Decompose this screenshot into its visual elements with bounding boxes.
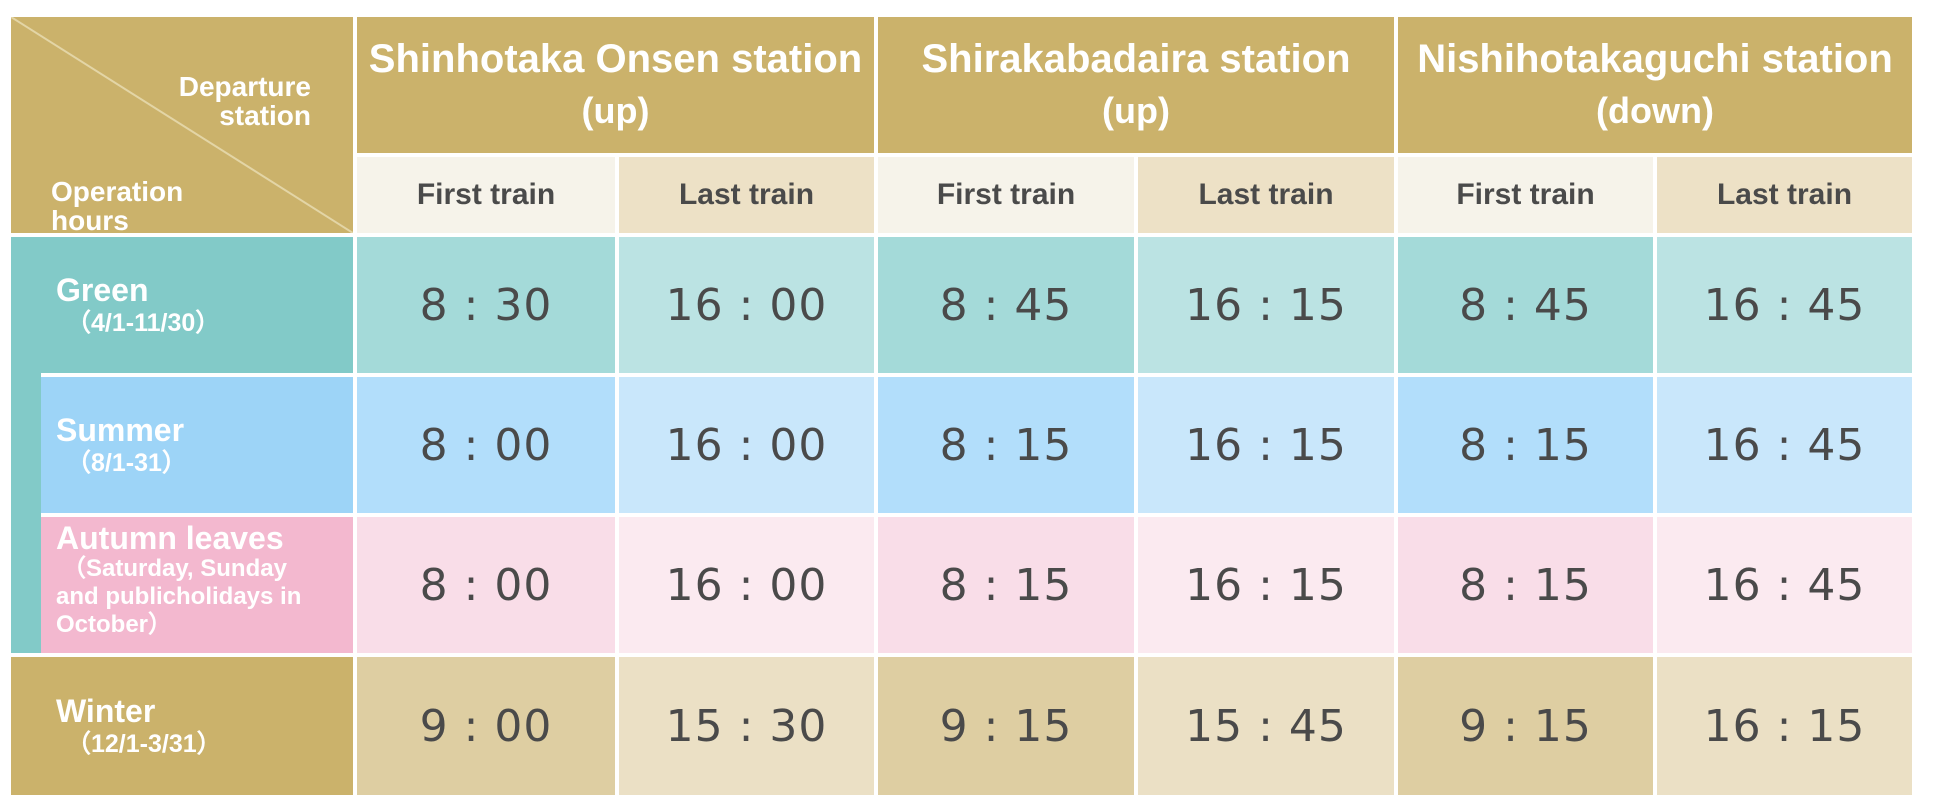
time-cell-winter-nishihotakaguchi-last: 16 : 15 <box>1657 657 1912 795</box>
station-header-shirakabadaira: Shirakabadaira station (up) <box>878 17 1394 153</box>
time-cell-green-shirakabadaira-last: 16 : 15 <box>1138 237 1394 373</box>
season-range-line-3: October） <box>56 611 173 638</box>
season-range-line-2: and publicholidays in <box>56 583 302 610</box>
time-cell-winter-nishihotakaguchi-first: 9 : 15 <box>1398 657 1653 795</box>
operation-line-2: hours <box>51 205 129 233</box>
time-cell-green-shinhotaka-last: 16 : 00 <box>619 237 874 373</box>
operation-line-1: Operation <box>51 176 184 207</box>
time-cell-summer-nishihotakaguchi-last: 16 : 45 <box>1657 377 1912 513</box>
time-cell-winter-shirakabadaira-last: 15 : 45 <box>1138 657 1394 795</box>
season-label-autumn: Autumn leaves （Saturday, Sunday and publ… <box>41 517 353 653</box>
time-cell-winter-shinhotaka-last: 15 : 30 <box>619 657 874 795</box>
departure-station-label: Departure station <box>179 72 311 130</box>
operation-hours-label: Operation hours <box>51 177 183 233</box>
time-cell-summer-shinhotaka-first: 8 : 00 <box>357 377 615 513</box>
station-direction: (up) <box>581 90 650 131</box>
subheader-last-train: Last train <box>619 157 874 233</box>
time-cell-summer-shirakabadaira-first: 8 : 15 <box>878 377 1134 513</box>
time-cell-autumn-shirakabadaira-last: 16 : 15 <box>1138 517 1394 653</box>
station-name: Nishihotakaguchi station <box>1417 37 1893 81</box>
season-name: Summer <box>56 412 185 448</box>
subheader-last-train: Last train <box>1138 157 1394 233</box>
station-direction: (down) <box>1596 90 1714 131</box>
season-name: Green <box>56 272 149 308</box>
season-range: （12/1-3/31） <box>66 730 222 758</box>
departure-line-1: Departure <box>178 71 311 102</box>
season-range-line-1: （Saturday, Sunday <box>62 555 287 582</box>
time-cell-autumn-nishihotakaguchi-first: 8 : 15 <box>1398 517 1653 653</box>
station-header-shinhotaka: Shinhotaka Onsen station (up) <box>357 17 874 153</box>
time-cell-green-shirakabadaira-first: 8 : 45 <box>878 237 1134 373</box>
season-range: （4/1-11/30） <box>66 309 221 337</box>
season-label-summer: Summer （8/1-31） <box>41 377 353 513</box>
station-name: Shirakabadaira station <box>921 37 1351 81</box>
time-cell-autumn-nishihotakaguchi-last: 16 : 45 <box>1657 517 1912 653</box>
time-cell-summer-nishihotakaguchi-first: 8 : 15 <box>1398 377 1653 513</box>
time-cell-winter-shirakabadaira-first: 9 : 15 <box>878 657 1134 795</box>
season-name: Winter <box>56 693 156 729</box>
corner-header-cell: Departure station Operation hours <box>11 17 353 233</box>
diagonal-divider-icon <box>11 17 353 233</box>
station-name: Shinhotaka Onsen station <box>368 37 863 81</box>
season-name: Autumn leaves <box>56 520 284 556</box>
time-cell-green-nishihotakaguchi-last: 16 : 45 <box>1657 237 1912 373</box>
time-cell-autumn-shirakabadaira-first: 8 : 15 <box>878 517 1134 653</box>
time-cell-green-shinhotaka-first: 8 : 30 <box>357 237 615 373</box>
season-label-winter: Winter （12/1-3/31） <box>11 657 353 795</box>
season-range: （8/1-31） <box>66 449 187 477</box>
station-header-nishihotakaguchi: Nishihotakaguchi station (down) <box>1398 17 1912 153</box>
subheader-first-train: First train <box>357 157 615 233</box>
subheader-last-train: Last train <box>1657 157 1912 233</box>
time-cell-autumn-shinhotaka-last: 16 : 00 <box>619 517 874 653</box>
time-cell-green-nishihotakaguchi-first: 8 : 45 <box>1398 237 1653 373</box>
subheader-first-train: First train <box>1398 157 1653 233</box>
time-cell-summer-shirakabadaira-last: 16 : 15 <box>1138 377 1394 513</box>
time-cell-autumn-shinhotaka-first: 8 : 00 <box>357 517 615 653</box>
time-cell-summer-shinhotaka-last: 16 : 00 <box>619 377 874 513</box>
time-cell-winter-shinhotaka-first: 9 : 00 <box>357 657 615 795</box>
departure-line-2: station <box>219 100 311 131</box>
station-direction: (up) <box>1102 90 1170 131</box>
season-label-green: Green （4/1-11/30） <box>11 237 353 373</box>
subheader-first-train: First train <box>878 157 1134 233</box>
